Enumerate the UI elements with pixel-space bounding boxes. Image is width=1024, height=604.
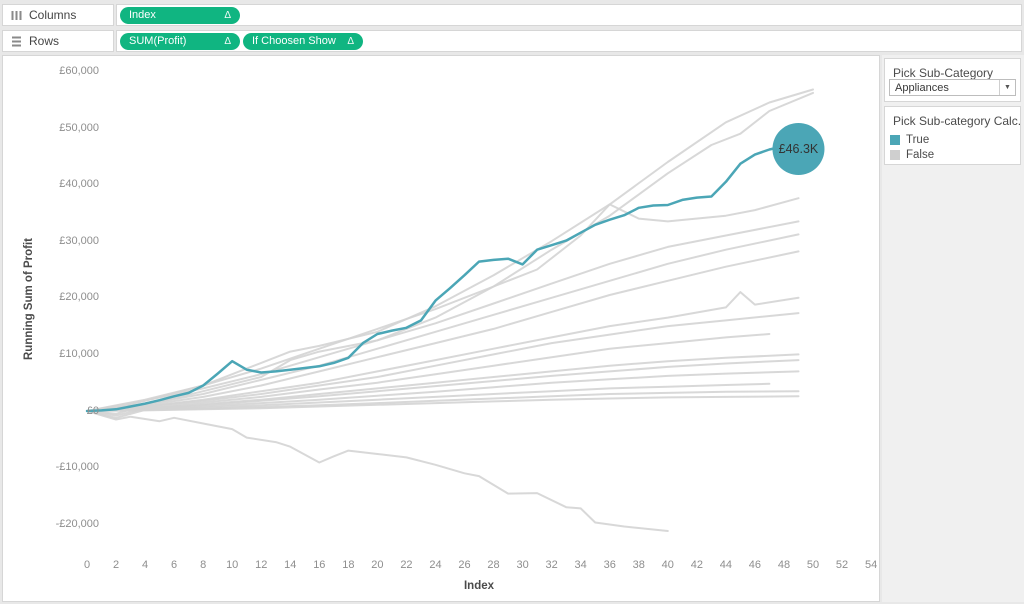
x-tick-label: 22	[400, 559, 413, 571]
chevron-down-icon[interactable]: ▼	[999, 80, 1015, 95]
x-axis-title: Index	[463, 580, 495, 592]
columns-shelf[interactable]: Index Δ	[116, 4, 1022, 26]
rows-shelf[interactable]: SUM(Profit) Δ If Choosen Show Δ	[116, 30, 1022, 52]
x-tick-label: 32	[545, 559, 558, 571]
x-tick-label: 38	[632, 559, 645, 571]
y-tick-label: £60,000	[59, 64, 99, 77]
y-tick-label: £40,000	[59, 178, 99, 191]
x-tick-label: 14	[284, 559, 297, 571]
x-tick-label: 36	[603, 559, 616, 571]
x-tick-label: 28	[487, 559, 500, 571]
legend-swatch	[890, 149, 900, 160]
legend-label: False	[906, 148, 935, 161]
legend-item-true[interactable]: True	[890, 132, 1020, 147]
pill-label: Index	[129, 9, 156, 21]
rows-shelf-title: Rows	[29, 34, 60, 48]
x-tick-label: 42	[690, 559, 703, 571]
delta-icon: Δ	[224, 9, 231, 21]
x-tick-label: 12	[255, 559, 268, 571]
legend-card: Pick Sub-category Calc... True False	[884, 106, 1021, 165]
pill-label: If Choosen Show	[252, 35, 336, 47]
x-tick-label: 0	[83, 559, 91, 571]
x-tick-label: 40	[661, 559, 674, 571]
columns-shelf-title: Columns	[29, 8, 77, 22]
series-line-false-14[interactable]	[86, 395, 800, 412]
x-tick-label: 4	[142, 559, 149, 571]
x-tick-label: 24	[429, 559, 442, 571]
x-tick-label: 54	[864, 559, 878, 571]
parameter-card: Pick Sub-Category Appliances ▼	[884, 58, 1021, 102]
series-line-true-16[interactable]	[85, 144, 800, 413]
y-tick-label: £0	[86, 404, 99, 417]
legend-card-title: Pick Sub-category Calc...	[893, 114, 1020, 128]
x-tick-label: 6	[171, 559, 178, 571]
x-tick-label: 48	[777, 559, 791, 571]
sidebar: Pick Sub-Category Appliances ▼ Pick Sub-…	[882, 55, 1024, 602]
y-tick-label: -£10,000	[55, 461, 99, 474]
legend-item-false[interactable]: False	[890, 147, 1020, 162]
series-line-false-5[interactable]	[86, 250, 800, 412]
delta-icon: Δ	[347, 35, 354, 47]
delta-icon: Δ	[224, 35, 231, 47]
shelf-pill[interactable]: SUM(Profit) Δ	[120, 32, 240, 50]
x-tick-label: 30	[516, 559, 529, 571]
shelf-pill[interactable]: If Choosen Show Δ	[243, 32, 363, 50]
rows-shelf-label: Rows	[2, 30, 114, 52]
columns-shelf-label: Columns	[2, 4, 114, 26]
x-tick-label: 50	[806, 559, 820, 571]
x-tick-label: 2	[112, 559, 120, 571]
y-tick-label: -£20,000	[55, 517, 99, 530]
series-line-false-7[interactable]	[86, 312, 800, 412]
series-line-false-4[interactable]	[86, 233, 800, 412]
parameter-card-title: Pick Sub-Category	[893, 66, 994, 80]
series-line-false-15[interactable]	[86, 410, 669, 532]
x-tick-label: 18	[342, 559, 355, 571]
y-tick-label: £50,000	[59, 121, 99, 134]
x-tick-label: 20	[371, 559, 384, 571]
highlight-mark-label: £46.3K	[779, 142, 819, 156]
x-tick-label: 10	[226, 559, 239, 571]
line-chart: £46.3K	[85, 88, 825, 532]
shelf-pill[interactable]: Index Δ	[120, 6, 240, 24]
y-tick-label: £20,000	[59, 291, 99, 304]
legend-label: True	[906, 133, 930, 146]
y-tick-label: £30,000	[59, 234, 99, 247]
subcategory-dropdown-value: Appliances	[895, 81, 949, 94]
x-tick-label: 26	[458, 559, 471, 571]
columns-icon	[11, 10, 22, 20]
x-tick-label: 34	[574, 559, 587, 571]
x-tick-label: 46	[748, 559, 762, 571]
x-tick-label: 16	[313, 559, 326, 571]
series-line-false-9[interactable]	[86, 353, 800, 412]
y-tick-label: £10,000	[59, 347, 99, 360]
worksheet-view: £46.3K Running Sum of Profit Index £60,0…	[2, 55, 880, 602]
series-line-false-1[interactable]	[86, 91, 814, 415]
subcategory-dropdown[interactable]: Appliances ▼	[889, 79, 1016, 96]
x-tick-label: 8	[200, 559, 207, 571]
rows-icon	[12, 36, 21, 46]
x-tick-label: 52	[835, 559, 849, 571]
legend-swatch	[890, 134, 900, 145]
series-line-false-8[interactable]	[86, 333, 771, 412]
series-line-false-3[interactable]	[86, 220, 800, 412]
series-line-false-2[interactable]	[86, 197, 800, 412]
x-tick-label: 44	[719, 559, 732, 571]
series-line-false-6[interactable]	[86, 291, 800, 412]
series-line-false-11[interactable]	[86, 370, 800, 412]
pill-label: SUM(Profit)	[129, 35, 187, 47]
highlight-mark[interactable]	[772, 122, 825, 175]
